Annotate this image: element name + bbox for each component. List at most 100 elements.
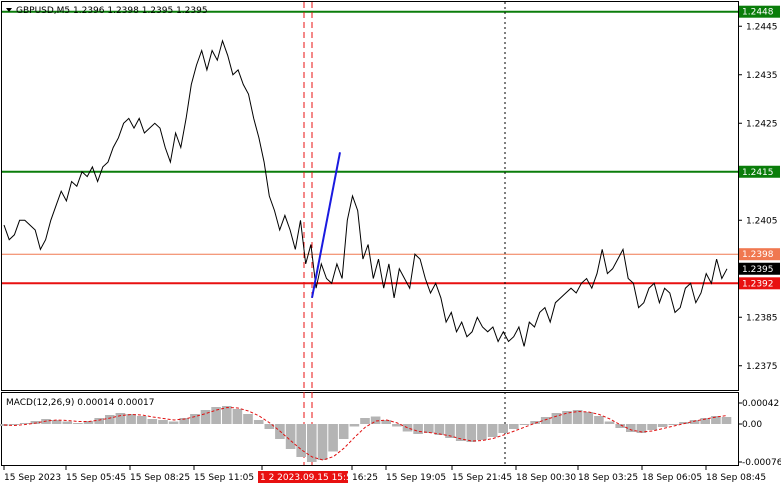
macd-title: MACD(12,26,9) 0.00014 0.00017 [6, 398, 155, 408]
chart-menu-triangle-icon[interactable] [6, 8, 12, 12]
macd-histogram-bar [604, 421, 615, 424]
macd-histogram-bar [424, 424, 434, 433]
time-axis-label: 15 Sep 19:05 [386, 473, 446, 483]
macd-histogram-bar [51, 420, 62, 424]
macd-histogram-bar [594, 416, 604, 424]
macd-histogram-bar [657, 424, 668, 427]
macd-histogram-bar [636, 424, 647, 433]
macd-histogram-bar [540, 417, 551, 424]
time-axis-label: 15 Sep 05:45 [66, 473, 126, 483]
macd-histogram-bar [626, 424, 636, 432]
time-axis-label: 15 Sep 21:45 [452, 473, 512, 483]
macd-histogram-bar [338, 424, 349, 439]
macd-histogram-bar [519, 424, 530, 425]
level-price-tag [739, 248, 780, 261]
macd-histogram-bar [689, 420, 700, 424]
macd-pane-frame [1, 392, 739, 466]
macd-histogram-bar [307, 424, 317, 462]
time-axis-label: 18 Sep 06:05 [642, 473, 702, 483]
macd-histogram-bar [73, 423, 83, 424]
macd-histogram-bar [360, 418, 370, 424]
price-axis-label: 1.2405 [746, 216, 778, 226]
macd-histogram-bar [434, 424, 445, 435]
time-axis-label: 18 Sep 00:30 [516, 473, 576, 483]
time-axis-label: 16:25 [352, 473, 378, 483]
macd-histogram-bar [562, 411, 572, 424]
macd-histogram-bar [136, 416, 147, 424]
price-axis-label: 1.2435 [746, 71, 778, 81]
price-axis-label: 1.2385 [746, 313, 778, 323]
level-price-label: 1.2415 [742, 168, 774, 178]
macd-histogram-bar [466, 424, 477, 442]
macd-histogram-bar [243, 414, 253, 424]
macd-histogram-bar [509, 424, 519, 429]
macd-histogram-bar [30, 421, 41, 424]
macd-histogram-bar [679, 422, 689, 424]
macd-histogram-bar [9, 424, 19, 425]
macd-histogram-bar [296, 424, 306, 457]
macd-histogram-bar [498, 424, 508, 433]
macd-histogram-bar [583, 412, 594, 424]
price-axis-label: 1.2445 [746, 22, 778, 32]
macd-histogram-bar [264, 424, 275, 429]
level-price-tag [739, 277, 780, 290]
macd-histogram-bar [317, 424, 328, 460]
macd-histogram-bar [487, 424, 498, 437]
macd-histogram-bar [700, 418, 710, 424]
impulse-trend-line[interactable] [311, 152, 341, 299]
level-price-label: 1.2392 [742, 279, 774, 289]
macd-histogram-bar [211, 407, 221, 424]
macd-signal-line [3, 406, 728, 461]
time-axis-label: 15 Sep 08:25 [130, 473, 190, 483]
macd-histogram-bar [105, 415, 115, 424]
macd-histogram-bar [94, 418, 104, 424]
macd-histogram-bar [19, 423, 30, 424]
level-price-tag [739, 165, 780, 178]
level-price-label: 1.2448 [742, 8, 774, 18]
macd-histogram-bar [370, 416, 381, 424]
price-axis-label: 1.2375 [746, 362, 778, 372]
macd-histogram-bar [62, 421, 73, 424]
macd-histogram-bar [190, 414, 200, 424]
macd-histogram-bar [253, 420, 264, 424]
macd-histogram-bar [126, 414, 136, 424]
macd-histogram-bar [392, 424, 402, 427]
macd-histogram-bar [721, 417, 732, 424]
time-axis-label: 15 Sep 11:05 [194, 473, 254, 483]
macd-histogram-bar [615, 424, 625, 428]
macd-histogram-bar [381, 420, 391, 424]
macd-histogram-bar [179, 418, 189, 424]
current-price-tag [739, 262, 780, 275]
macd-histogram-bar [530, 421, 540, 424]
macd-histogram-bar [551, 413, 562, 424]
macd-histogram-bar [349, 424, 360, 427]
time-axis-label: 18 Sep 08:45 [706, 473, 766, 483]
macd-histogram-bar [200, 410, 211, 424]
main-pane-frame [1, 1, 739, 391]
macd-histogram-bar [285, 424, 296, 449]
time-axis-label: 1 2 2023.09.15 15:55 [260, 473, 358, 483]
macd-histogram-bar [232, 409, 243, 424]
macd-histogram-bar [158, 420, 168, 424]
price-axis-label: 1.2425 [746, 119, 778, 129]
macd-histogram-bar [455, 424, 466, 441]
macd-axis-label: -0.00076 [742, 458, 781, 468]
level-price-label: 1.2398 [742, 250, 774, 260]
macd-axis-label: 0.00 [742, 420, 762, 430]
macd-histogram-bar [668, 424, 679, 425]
time-axis-label: 18 Sep 03:25 [578, 473, 638, 483]
macd-histogram-bar [147, 419, 158, 424]
macd-histogram-bar [413, 424, 423, 434]
macd-histogram-bar [572, 410, 583, 424]
macd-histogram-bar [477, 424, 487, 440]
level-price-tag [739, 5, 780, 18]
macd-histogram-bar [168, 421, 179, 424]
macd-histogram-bar [647, 424, 657, 430]
chart-title: GBPUSD,M5 1.2396 1.2398 1.2395 1.2395 [16, 6, 208, 16]
macd-histogram-bar [711, 416, 721, 424]
macd-histogram-bar [222, 406, 232, 424]
macd-axis-label: 0.00042 [742, 399, 779, 409]
price-series-line [3, 39, 728, 347]
